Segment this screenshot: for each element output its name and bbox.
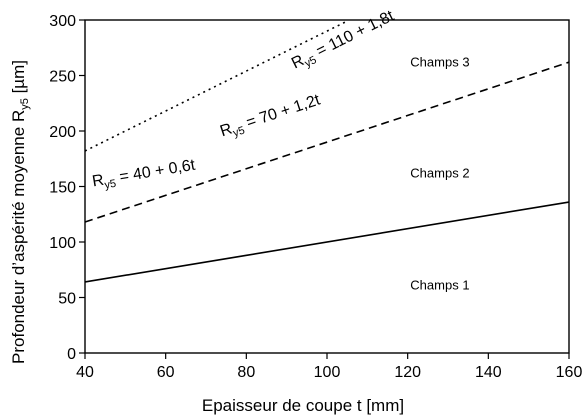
y-axis-title-subscript: y5 bbox=[19, 98, 31, 110]
series-label-solid: Ry5 = 40 + 0,6t bbox=[91, 157, 198, 194]
x-tick-label: 80 bbox=[237, 364, 255, 381]
series-line-solid bbox=[84, 201, 570, 283]
x-tick-label: 160 bbox=[556, 364, 583, 381]
x-tick-label: 60 bbox=[157, 364, 175, 381]
y-tick-label: 100 bbox=[49, 235, 76, 252]
plot-frame bbox=[84, 19, 570, 354]
y-tick-label: 200 bbox=[49, 124, 76, 141]
y-axis-title-unit: [µm] bbox=[9, 60, 28, 98]
region-label: Champs 2 bbox=[410, 166, 469, 181]
y-tick-label: 300 bbox=[49, 13, 76, 30]
y-tick-label: 0 bbox=[67, 346, 76, 363]
series-line-dashed bbox=[84, 61, 570, 223]
x-tick-label: 120 bbox=[394, 364, 421, 381]
y-tick-label: 150 bbox=[49, 180, 76, 197]
y-axis-title: Profondeur d’aspérité moyenne Ry5 [µm] bbox=[9, 60, 31, 364]
series-label-dashed: Ry5 = 70 + 1,2t bbox=[218, 91, 324, 143]
x-tick-label: 100 bbox=[314, 364, 341, 381]
x-tick-label: 140 bbox=[475, 364, 502, 381]
region-label: Champs 3 bbox=[410, 55, 469, 70]
x-axis-title: Epaisseur de coupe t [mm] bbox=[202, 396, 404, 415]
y-tick-label: 50 bbox=[58, 291, 76, 308]
x-tick-label: 40 bbox=[76, 364, 94, 381]
y-tick-label: 250 bbox=[49, 69, 76, 86]
series-line-dotted bbox=[84, 20, 348, 152]
y-axis-title-main: Profondeur d’aspérité moyenne R bbox=[9, 110, 28, 364]
region-label: Champs 1 bbox=[410, 278, 469, 293]
plot-area: 0 50 100 150 200 250 300 40 60 80 100 120 140 160 Ry5 … bbox=[49, 7, 582, 381]
